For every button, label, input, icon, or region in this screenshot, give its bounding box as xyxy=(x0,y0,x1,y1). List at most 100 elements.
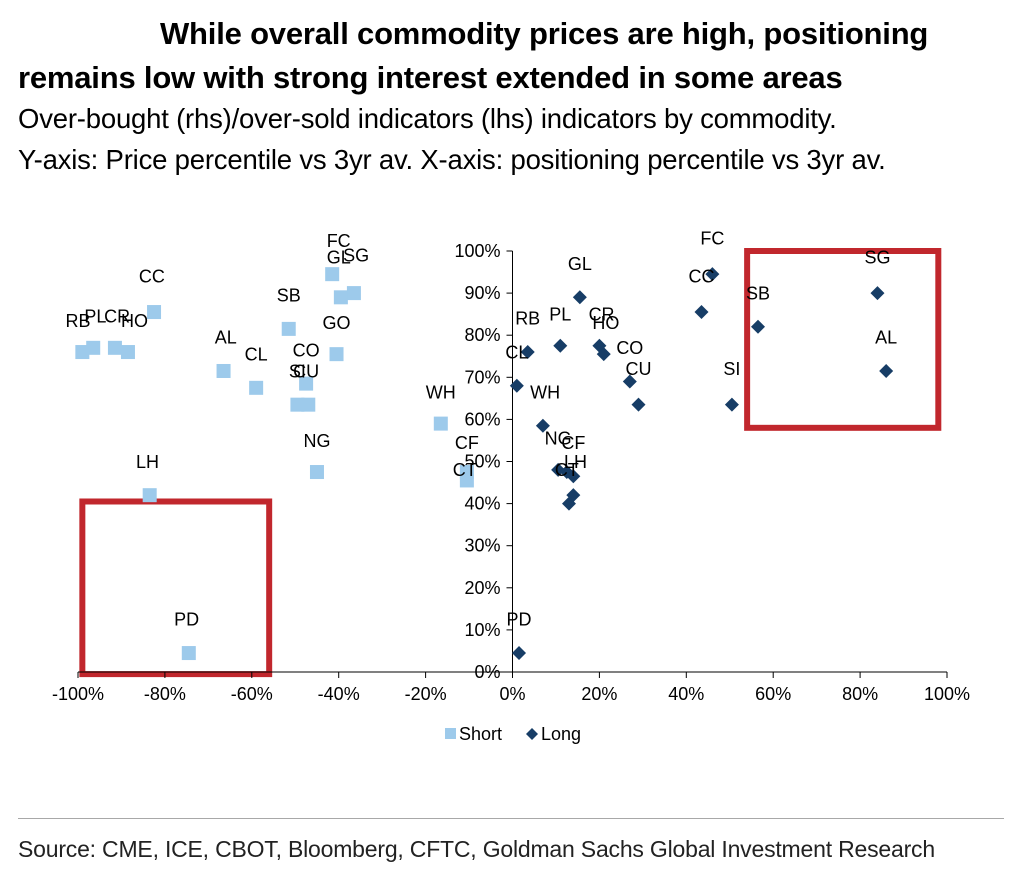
point-label-rb: RB xyxy=(65,311,90,331)
y-tick-label: 0% xyxy=(474,662,500,682)
point-short-pd xyxy=(181,646,196,661)
x-tick-label: 40% xyxy=(668,684,704,704)
point-long-cl xyxy=(509,378,524,393)
chart-subtitle-line-1: Over-bought (rhs)/over-sold indicators (… xyxy=(18,103,837,134)
point-short-lh xyxy=(142,488,157,503)
point-label-cc: CC xyxy=(139,267,165,287)
y-tick-label: 10% xyxy=(464,620,500,640)
point-long-cc xyxy=(694,305,709,320)
point-long-sg xyxy=(870,286,885,301)
point-label-rb: RB xyxy=(515,309,540,329)
point-label-sg: SG xyxy=(864,248,890,268)
point-long-ct xyxy=(559,465,574,480)
point-short-cu xyxy=(301,397,316,412)
point-short-ho xyxy=(120,345,135,360)
x-tick-label: 0% xyxy=(499,684,525,704)
x-tick-label: 100% xyxy=(924,684,970,704)
y-tick-label: 60% xyxy=(464,409,500,429)
y-tick-label: 70% xyxy=(464,367,500,387)
point-label-wh: WH xyxy=(530,382,560,402)
point-short-gl xyxy=(333,290,348,305)
point-long-pl xyxy=(553,338,568,353)
point-label-sb: SB xyxy=(277,286,301,306)
x-tick-label: -100% xyxy=(52,684,104,704)
point-label-cr: CR xyxy=(104,307,130,327)
point-label-cc: CC xyxy=(689,267,715,287)
y-tick-label: 100% xyxy=(454,241,500,261)
point-long-lh2 xyxy=(561,496,576,511)
point-short-wh xyxy=(433,416,448,431)
scatter-chart: -100% -80% -60% -40% -20% 0% 20% 40% 60% 80% 100% 0… xyxy=(52,229,970,744)
legend-label-long: Long xyxy=(541,724,581,744)
point-long-ho xyxy=(596,347,611,362)
point-label-cf: CF xyxy=(455,433,479,453)
point-short-ng xyxy=(309,465,324,480)
y-tick-label: 20% xyxy=(464,578,500,598)
y-tick-label: 80% xyxy=(464,325,500,345)
source-note: Source: CME, ICE, CBOT, Bloomberg, CFTC,… xyxy=(18,836,935,862)
point-label-lh: LH xyxy=(564,452,587,472)
point-label-ho: HO xyxy=(592,313,619,333)
point-short-go xyxy=(329,347,344,362)
point-short-sg xyxy=(346,286,361,301)
point-long-wh xyxy=(535,418,550,433)
y-tick-label: 40% xyxy=(464,494,500,514)
x-tick-label: 20% xyxy=(581,684,617,704)
point-long-si xyxy=(724,397,739,412)
x-tick-label: -60% xyxy=(231,684,273,704)
point-label-go: GO xyxy=(323,313,351,333)
point-short-co xyxy=(299,376,314,391)
point-long-cf xyxy=(566,469,581,484)
point-short-pl xyxy=(86,340,101,355)
point-label-cu: CU xyxy=(626,359,652,379)
point-short-al xyxy=(216,363,231,378)
y-tick-label: 90% xyxy=(464,283,500,303)
point-short-cr xyxy=(107,340,122,355)
point-short-cc xyxy=(147,305,162,320)
point-label-al: AL xyxy=(875,328,897,348)
data-points xyxy=(75,267,894,661)
point-long-fc xyxy=(705,267,720,282)
point-long-al xyxy=(879,363,894,378)
point-label-ho: HO xyxy=(121,311,148,331)
point-label-pd: PD xyxy=(507,610,532,630)
point-label-cf: CF xyxy=(561,433,585,453)
point-label-gl: GL xyxy=(568,254,592,274)
legend-label-short: Short xyxy=(459,724,502,744)
point-label-si: SI xyxy=(289,361,306,381)
point-short-cl xyxy=(249,380,264,395)
legend-marker-short xyxy=(445,728,456,739)
point-label-fc: FC xyxy=(700,229,724,249)
point-label-si: SI xyxy=(723,359,740,379)
point-label-co: CO xyxy=(293,340,320,360)
point-short-rb xyxy=(75,345,90,360)
point-label-cl: CL xyxy=(245,344,268,364)
point-long-gl xyxy=(572,290,587,305)
point-long-cr xyxy=(592,338,607,353)
point-short-ct xyxy=(459,473,474,488)
point-label-cl: CL xyxy=(505,342,528,362)
chart-subtitle-line-2: Y-axis: Price percentile vs 3yr av. X-ax… xyxy=(18,144,886,175)
x-tick-label: 80% xyxy=(842,684,878,704)
point-label-sb: SB xyxy=(746,283,770,303)
chart-legend: Short Long xyxy=(445,724,581,744)
highlight-boxes xyxy=(79,248,942,678)
point-label-ng: NG xyxy=(545,429,572,449)
point-short-fc xyxy=(325,267,340,282)
chart-axes: -100% -80% -60% -40% -20% 0% 20% 40% 60% 80% 100% 0… xyxy=(52,241,970,704)
point-label-lh: LH xyxy=(136,452,159,472)
point-label-ct: CT xyxy=(453,460,477,480)
x-tick-label: -40% xyxy=(318,684,360,704)
legend-marker-long xyxy=(526,728,538,740)
point-short-sb xyxy=(281,321,296,336)
chart-headline: While overall commodity prices are high,… xyxy=(18,16,929,95)
point-label-pl: PL xyxy=(549,304,571,324)
point-label-ng: NG xyxy=(303,431,330,451)
point-label-cu: CU xyxy=(293,361,319,381)
point-long-pd xyxy=(512,646,527,661)
x-tick-label: 60% xyxy=(755,684,791,704)
x-tick-label: -80% xyxy=(144,684,186,704)
point-label-fc: FC xyxy=(327,231,351,251)
point-label-pl: PL xyxy=(84,307,106,327)
